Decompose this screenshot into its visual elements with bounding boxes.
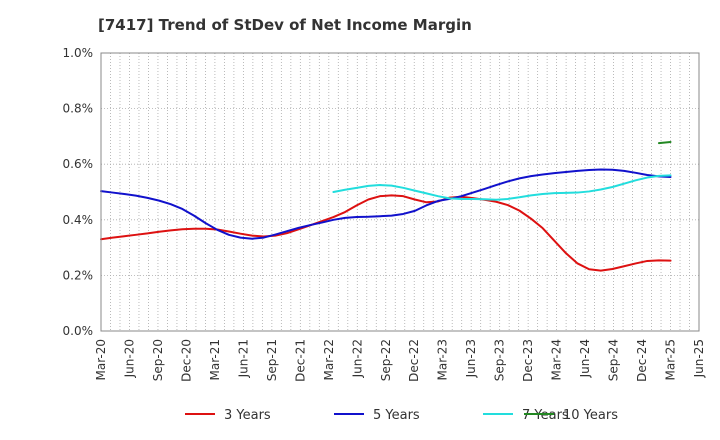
x-tick-label: Jun-23 bbox=[464, 339, 478, 378]
x-tick-label: Dec-20 bbox=[179, 339, 193, 382]
x-tick-label: Mar-25 bbox=[664, 339, 678, 380]
series-group bbox=[100, 140, 672, 272]
y-tick-label: 0.0% bbox=[63, 324, 94, 338]
series-line-5-years bbox=[100, 168, 672, 240]
x-tick-label: Jun-24 bbox=[578, 339, 592, 378]
legend-label: 10 Years bbox=[563, 408, 618, 423]
y-tick-label: 0.8% bbox=[63, 102, 94, 116]
series-line-10-years bbox=[657, 140, 672, 145]
x-tick-label: Mar-21 bbox=[208, 339, 222, 380]
x-tick-label: Sep-22 bbox=[379, 339, 393, 381]
x-axis: Mar-20 Jun-20 Sep-20 Dec-20 Mar-21 Jun-21 Sep-… bbox=[94, 339, 706, 382]
legend-label: 3 Years bbox=[224, 408, 271, 423]
series-line-3-years bbox=[100, 194, 672, 272]
chart-title: [7417] Trend of StDev of Net Income Marg… bbox=[98, 16, 472, 34]
x-tick-label: Jun-20 bbox=[122, 339, 136, 378]
x-tick-label: Dec-22 bbox=[407, 339, 421, 382]
legend-label: 7 Years bbox=[522, 408, 569, 423]
y-tick-label: 0.6% bbox=[63, 157, 94, 171]
x-tick-label: Mar-22 bbox=[322, 339, 336, 380]
series-line-7-years bbox=[332, 174, 672, 201]
plot-area bbox=[101, 53, 699, 331]
x-tick-label: Sep-21 bbox=[265, 339, 279, 381]
x-tick-label: Dec-21 bbox=[293, 339, 307, 382]
x-tick-label: Sep-24 bbox=[607, 339, 621, 381]
x-tick-label: Dec-24 bbox=[635, 339, 649, 382]
x-tick-label: Mar-24 bbox=[550, 339, 564, 380]
x-tick-label: Sep-20 bbox=[151, 339, 165, 381]
plot-border bbox=[100, 52, 700, 332]
y-tick-label: 0.2% bbox=[63, 268, 94, 282]
x-tick-label: Mar-20 bbox=[94, 339, 108, 380]
y-tick-label: 1.0% bbox=[63, 46, 94, 60]
x-tick-label: Dec-23 bbox=[521, 339, 535, 382]
x-tick-label: Jun-22 bbox=[350, 339, 364, 378]
x-tick-label: Mar-23 bbox=[436, 339, 450, 380]
x-tick-label: Jun-25 bbox=[692, 339, 706, 378]
x-tick-label: Sep-23 bbox=[493, 339, 507, 381]
y-tick-label: 0.4% bbox=[63, 213, 94, 227]
legend-label: 5 Years bbox=[373, 408, 420, 423]
x-tick-label: Jun-21 bbox=[236, 339, 250, 378]
y-axis: 0.0% 0.2% 0.4% 0.6% 0.8% 1.0% bbox=[63, 46, 94, 338]
